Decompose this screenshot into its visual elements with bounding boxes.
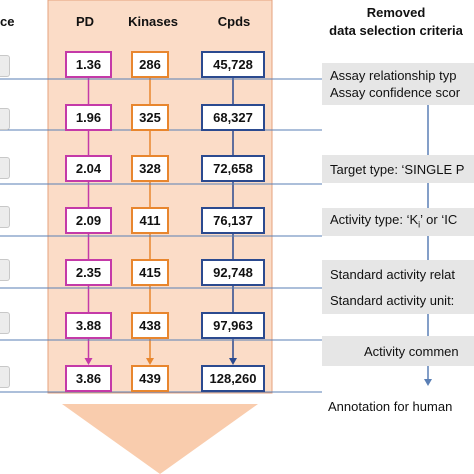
criterion-text: Activity commen bbox=[364, 343, 459, 359]
criterion-text: Standard activity relat bbox=[330, 266, 456, 282]
pd-value: 2.09 bbox=[65, 207, 112, 234]
cpds-value: 72,658 bbox=[201, 155, 265, 182]
connectors bbox=[0, 78, 432, 393]
criterion-standard-relation: Standard activity relat bbox=[322, 260, 474, 288]
kinases-value: 438 bbox=[131, 312, 169, 339]
subscript-text: i bbox=[418, 219, 421, 230]
criterion-text: Activity type: ‘Ki’ or ‘IC bbox=[330, 211, 474, 234]
kinases-value: 439 bbox=[131, 365, 169, 392]
criterion-assay: Assay relationship typ Assay confidence … bbox=[322, 63, 474, 105]
left-header-fragment: ce bbox=[0, 14, 15, 29]
criterion-text: Standard activity unit: bbox=[330, 292, 455, 308]
criterion-standard-unit: Standard activity unit: bbox=[322, 286, 474, 314]
pd-value: 2.35 bbox=[65, 259, 112, 286]
left-box bbox=[0, 312, 10, 334]
header-pd: PD bbox=[75, 14, 95, 29]
left-box bbox=[0, 366, 10, 388]
criterion-annotation: Annotation for human bbox=[322, 392, 474, 420]
cpds-value: 76,137 bbox=[201, 207, 265, 234]
criterion-activity-comment: Activity commen bbox=[322, 336, 474, 366]
criterion-text: Assay relationship typ bbox=[330, 68, 457, 83]
header-kinases: Kinases bbox=[128, 14, 178, 29]
criterion-text: Target type: ‘SINGLE P bbox=[330, 161, 465, 177]
criterion-text: Assay confidence scor bbox=[330, 85, 461, 100]
down-arrow-icon bbox=[62, 404, 258, 474]
kinases-value: 286 bbox=[131, 51, 169, 78]
cpds-value: 92,748 bbox=[201, 259, 265, 286]
cpds-value: 45,728 bbox=[201, 51, 265, 78]
criterion-text-part: Activity type: ‘K bbox=[330, 211, 419, 227]
left-box bbox=[0, 157, 10, 179]
arrowhead-icon bbox=[424, 379, 432, 386]
header-cpds: Cpds bbox=[217, 14, 251, 29]
header-removed-sub: data selection criteria bbox=[329, 23, 463, 38]
cpds-value: 97,963 bbox=[201, 312, 265, 339]
left-box bbox=[0, 259, 10, 281]
criterion-text: Annotation for human bbox=[328, 398, 453, 414]
arrowhead-icon bbox=[229, 358, 237, 365]
kinases-value: 415 bbox=[131, 259, 169, 286]
pd-value: 1.96 bbox=[65, 104, 112, 131]
cpds-value: 128,260 bbox=[201, 365, 265, 392]
kinases-value: 411 bbox=[131, 207, 169, 234]
pd-value: 2.04 bbox=[65, 155, 112, 182]
pd-value: 3.88 bbox=[65, 312, 112, 339]
arrowhead-icon bbox=[146, 358, 154, 365]
header-removed: Removed bbox=[366, 5, 426, 20]
left-box bbox=[0, 206, 10, 228]
left-box bbox=[0, 108, 10, 130]
kinases-value: 328 bbox=[131, 155, 169, 182]
criterion-text-part: ’ or ‘IC bbox=[420, 211, 458, 227]
left-box bbox=[0, 55, 10, 77]
kinases-value: 325 bbox=[131, 104, 169, 131]
criterion-target-type: Target type: ‘SINGLE P bbox=[322, 155, 474, 183]
pd-value: 1.36 bbox=[65, 51, 112, 78]
pd-value: 3.86 bbox=[65, 365, 112, 392]
criterion-activity-type: Activity type: ‘Ki’ or ‘IC bbox=[322, 208, 474, 236]
cpds-value: 68,327 bbox=[201, 104, 265, 131]
arrowhead-icon bbox=[84, 358, 93, 365]
